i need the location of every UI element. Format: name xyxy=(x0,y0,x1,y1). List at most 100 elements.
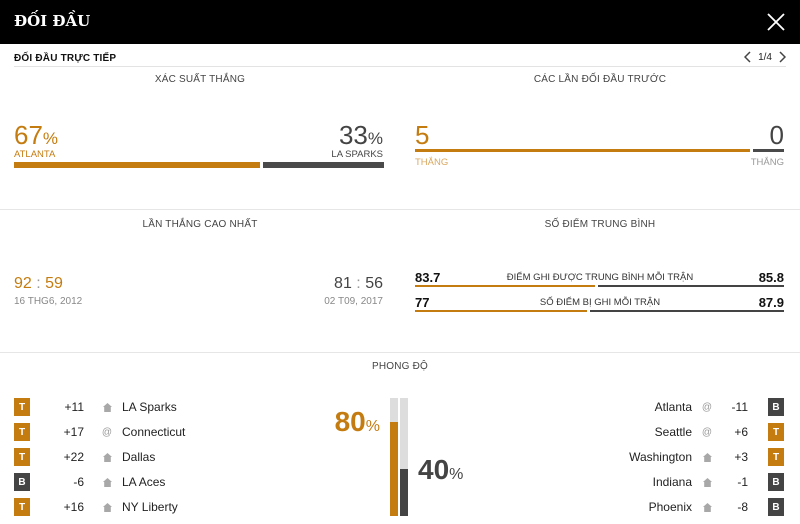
home-form-pct-value: 80 xyxy=(334,406,366,437)
avg-scored-away-bar xyxy=(598,285,784,287)
home-form-row: T +16 NY Liberty xyxy=(14,498,178,516)
score-diff: -11 xyxy=(731,400,748,414)
home-form-row: T +17 @ Connecticut xyxy=(14,423,185,441)
biggest-win-title: LẦN THẮNG CAO NHẤT xyxy=(142,219,258,230)
away-form-row: Indiana -1 B xyxy=(653,473,784,491)
home-win-prob-value: 67 xyxy=(14,120,43,150)
close-icon[interactable] xyxy=(764,10,788,34)
result-badge: T xyxy=(768,448,784,466)
away-form-pct: 40% xyxy=(418,454,463,486)
home-win-prob: 67% xyxy=(14,122,58,149)
score-a: 81 xyxy=(334,275,352,292)
home-biggest-win-date: 16 THG6, 2012 xyxy=(14,296,83,307)
away-win-prob-value: 33 xyxy=(338,120,368,150)
chevron-left-icon[interactable] xyxy=(744,51,752,63)
result-badge: T xyxy=(14,398,30,416)
avg-conceded-home-bar xyxy=(415,310,587,312)
home-form-bar xyxy=(390,422,398,516)
percent-sign: % xyxy=(42,129,59,148)
opponent-name: Washington xyxy=(629,450,692,464)
home-h2h-label: THẮNG xyxy=(415,157,449,168)
away-h2h-bar xyxy=(753,149,784,152)
home-icon xyxy=(700,450,714,464)
score-separator: : xyxy=(356,275,361,292)
opponent-name: NY Liberty xyxy=(122,500,178,514)
opponent-name: LA Aces xyxy=(122,475,166,489)
percent-sign: % xyxy=(367,129,383,148)
away-form-row: Washington +3 T xyxy=(629,448,784,466)
modal-header: ĐỐI ĐẦU xyxy=(0,0,800,44)
score-diff: +6 xyxy=(734,425,748,439)
home-form-row: T +22 Dallas xyxy=(14,448,155,466)
home-icon xyxy=(100,400,114,414)
away-team-label: LA SPARKS xyxy=(331,149,383,160)
avg-scored-label: ĐIỂM GHI ĐƯỢC TRUNG BÌNH MỖI TRẬN xyxy=(506,272,694,283)
home-icon xyxy=(100,475,114,489)
away-h2h-wins: 0 xyxy=(769,120,784,150)
away-biggest-win-score: 81 : 56 xyxy=(334,275,383,293)
away-h2h-label: THẮNG xyxy=(750,157,784,168)
score-diff: +22 xyxy=(63,450,84,464)
away-form-row: Atlanta @ -11 B xyxy=(655,398,784,416)
away-form-bar-track xyxy=(400,398,408,516)
score-diff: -6 xyxy=(73,475,84,489)
result-badge: B xyxy=(768,398,784,416)
away-at-icon: @ xyxy=(701,426,713,438)
avg-conceded-away-bar xyxy=(590,310,784,312)
opponent-name: LA Sparks xyxy=(122,400,177,414)
away-win-prob-bar xyxy=(263,162,384,168)
percent-sign: % xyxy=(365,418,380,435)
away-at-icon: @ xyxy=(701,401,713,413)
score-diff: +3 xyxy=(734,450,748,464)
opponent-name: Seattle xyxy=(654,425,692,439)
score-diff: -8 xyxy=(737,500,748,514)
score-b: 59 xyxy=(45,275,63,292)
home-biggest-win-score: 92 : 59 xyxy=(14,275,63,293)
away-form-pct-value: 40 xyxy=(418,454,450,485)
score-diff: +11 xyxy=(64,400,84,414)
away-form-row: Seattle @ +6 T xyxy=(655,423,784,441)
home-icon xyxy=(700,475,714,489)
away-form-bar xyxy=(400,469,408,516)
away-at-icon: @ xyxy=(101,426,113,438)
away-win-prob: 33% xyxy=(339,122,383,149)
home-h2h-wins: 5 xyxy=(415,120,430,150)
opponent-name: Dallas xyxy=(122,450,156,464)
result-badge: B xyxy=(768,498,784,516)
home-win-prob-bar xyxy=(14,162,260,168)
avg-conceded-home: 77 xyxy=(415,295,430,310)
score-b: 56 xyxy=(365,275,383,292)
score-separator: : xyxy=(36,275,41,292)
result-badge: B xyxy=(14,473,30,491)
away-form-row: Phoenix -8 B xyxy=(649,498,784,516)
win-prob-title: XÁC SUẤT THẮNG xyxy=(154,74,246,85)
result-badge: B xyxy=(768,473,784,491)
divider xyxy=(0,352,800,353)
avg-scored-home: 83.7 xyxy=(415,270,441,285)
away-biggest-win-date: 02 T09, 2017 xyxy=(324,296,383,307)
pager: 1/4 xyxy=(744,51,786,63)
form-title: PHONG ĐỘ xyxy=(371,361,429,372)
avg-conceded-away: 87.9 xyxy=(758,295,784,310)
chevron-right-icon[interactable] xyxy=(778,51,786,63)
opponent-name: Connecticut xyxy=(122,425,186,439)
home-form-pct: 80% xyxy=(335,406,380,438)
home-icon xyxy=(100,450,114,464)
score-diff: +17 xyxy=(63,425,84,439)
avg-conceded-label: SỐ ĐIỂM BỊ GHI MỖI TRẬN xyxy=(539,297,661,308)
percent-sign: % xyxy=(449,466,464,483)
score-diff: -1 xyxy=(737,475,748,489)
opponent-name: Phoenix xyxy=(648,500,692,514)
home-h2h-bar xyxy=(415,149,750,152)
home-form-row: T +11 LA Sparks xyxy=(14,398,177,416)
result-badge: T xyxy=(768,423,784,441)
home-team-label: ATLANTA xyxy=(14,149,56,160)
h2h-title: CÁC LẦN ĐỐI ĐẦU TRƯỚC xyxy=(533,74,667,85)
home-icon xyxy=(700,500,714,514)
opponent-name: Atlanta xyxy=(654,400,692,414)
home-icon xyxy=(100,500,114,514)
score-diff: +16 xyxy=(63,500,84,514)
avg-points-title: SỐ ĐIỂM TRUNG BÌNH xyxy=(544,219,656,230)
avg-scored-away: 85.8 xyxy=(758,270,784,285)
divider xyxy=(14,66,786,67)
